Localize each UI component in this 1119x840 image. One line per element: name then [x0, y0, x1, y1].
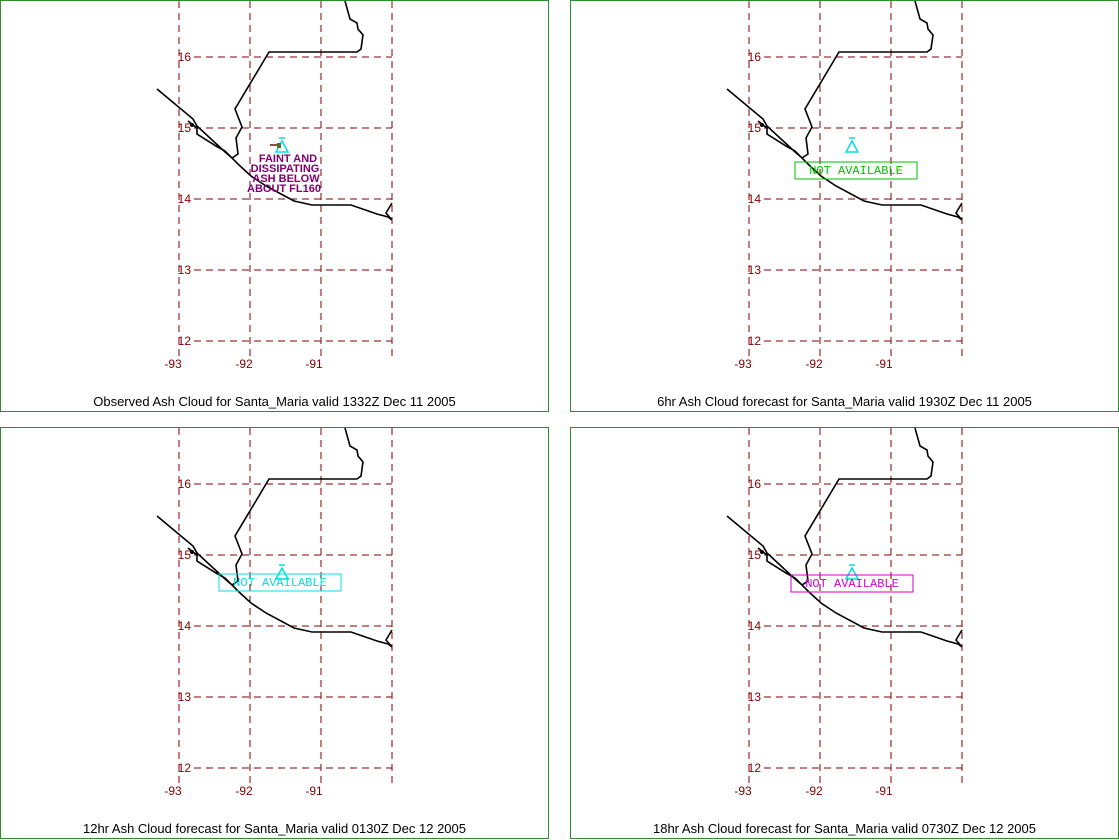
coastline-path [156, 428, 393, 648]
ash-note-line: FAINT AND [259, 153, 317, 165]
lon-tick-label: -93 [164, 784, 182, 798]
volcano-triangle-icon [844, 564, 860, 580]
lon-tick-label: -91 [305, 784, 323, 798]
panel-6hr: 16 15 14 13 12 -93 -92 -91 NOT AVAILABLE 6hr As… [570, 0, 1119, 412]
lon-tick-label: -92 [805, 784, 823, 798]
lat-tick-label: 14 [748, 192, 762, 206]
lon-tick-label: -91 [875, 784, 893, 798]
coastline [726, 1, 963, 221]
coastline-path [726, 428, 963, 648]
lat-tick-label: 16 [748, 50, 762, 64]
coast-point [190, 550, 194, 554]
coastline-path [726, 1, 963, 221]
map-12hr: 16 15 14 13 12 -93 -92 -91 NOT AVAILABLE [156, 428, 393, 798]
status-box: NOT AVAILABLE [794, 161, 918, 180]
lat-tick-label: 13 [178, 690, 192, 704]
lat-tick-label: 16 [748, 477, 762, 491]
lat-tick-label: 14 [748, 619, 762, 633]
lat-tick-label: 16 [178, 477, 192, 491]
grid-labels: 16 15 14 13 12 -93 -92 -91 [734, 50, 893, 371]
lat-tick-label: 15 [178, 548, 192, 562]
ash-note-line: ASH BELOW [252, 173, 320, 185]
map-18hr: 16 15 14 13 12 -93 -92 -91 NOT AVAILABLE [726, 428, 963, 798]
lon-tick-label: -93 [734, 784, 752, 798]
status-box: NOT AVAILABLE [218, 573, 342, 592]
lon-tick-label: -92 [235, 357, 253, 371]
coastline [156, 428, 393, 648]
lat-lon-grid [748, 1, 963, 359]
lat-tick-label: 13 [748, 690, 762, 704]
lat-tick-label: 12 [178, 334, 192, 348]
panel-18hr: 16 15 14 13 12 -93 -92 -91 NOT AVAILABLE 18hr A… [570, 427, 1119, 839]
ash-note: FAINT AND DISSIPATING ASH BELOW ABOUT FL… [247, 153, 321, 195]
lat-tick-label: 12 [178, 761, 192, 775]
status-box: NOT AVAILABLE [790, 574, 914, 593]
grid-labels: 16 15 14 13 12 -93 -92 -91 [734, 477, 893, 798]
lat-tick-label: 14 [178, 619, 192, 633]
coast-point [760, 123, 764, 127]
coastline-path [156, 1, 393, 221]
panel-caption: 12hr Ash Cloud forecast for Santa_Maria … [82, 821, 466, 836]
lat-tick-label: 12 [748, 761, 762, 775]
lon-tick-label: -92 [805, 357, 823, 371]
status-text: NOT AVAILABLE [805, 577, 899, 591]
coastline [726, 428, 963, 648]
lat-tick-label: 16 [178, 50, 192, 64]
panel-observed: 16 15 14 13 12 -93 -92 -91 FAINT AND DISSIPATIN… [0, 0, 549, 412]
status-text: NOT AVAILABLE [233, 576, 327, 590]
volcano-triangle-icon [844, 137, 860, 153]
panel-caption: 18hr Ash Cloud forecast for Santa_Maria … [652, 821, 1036, 836]
lat-tick-label: 13 [178, 263, 192, 277]
lat-tick-label: 12 [748, 334, 762, 348]
lat-tick-label: 14 [178, 192, 192, 206]
lat-tick-label: 15 [178, 121, 192, 135]
panel-12hr: 16 15 14 13 12 -93 -92 -91 NOT AVAILABLE 12hr A… [0, 427, 549, 839]
lat-lon-grid [178, 428, 393, 786]
lat-lon-grid [748, 428, 963, 786]
ash-plume-marker [270, 143, 281, 148]
lat-lon-grid [178, 1, 393, 359]
coast-point [190, 123, 194, 127]
lon-tick-label: -91 [875, 357, 893, 371]
panel-caption: 6hr Ash Cloud forecast for Santa_Maria v… [657, 394, 1032, 409]
lon-tick-label: -91 [305, 357, 323, 371]
map-6hr: 16 15 14 13 12 -93 -92 -91 NOT AVAILABLE [726, 1, 963, 371]
coast-point [760, 550, 764, 554]
lat-tick-label: 15 [748, 548, 762, 562]
lat-tick-label: 15 [748, 121, 762, 135]
lon-tick-label: -93 [164, 357, 182, 371]
lon-tick-label: -92 [235, 784, 253, 798]
map-observed: 16 15 14 13 12 -93 -92 -91 FAINT AND DISSIPATIN… [156, 1, 393, 371]
lon-tick-label: -93 [734, 357, 752, 371]
panel-caption: Observed Ash Cloud for Santa_Maria valid… [93, 394, 456, 409]
grid-labels: 16 15 14 13 12 -93 -92 -91 [164, 50, 323, 371]
ash-note-line: ABOUT FL160 [247, 183, 321, 195]
lat-tick-label: 13 [748, 263, 762, 277]
grid-labels: 16 15 14 13 12 -93 -92 -91 [164, 477, 323, 798]
coastline [156, 1, 393, 221]
ash-note-line: DISSIPATING [251, 163, 320, 175]
status-text: NOT AVAILABLE [809, 164, 903, 178]
